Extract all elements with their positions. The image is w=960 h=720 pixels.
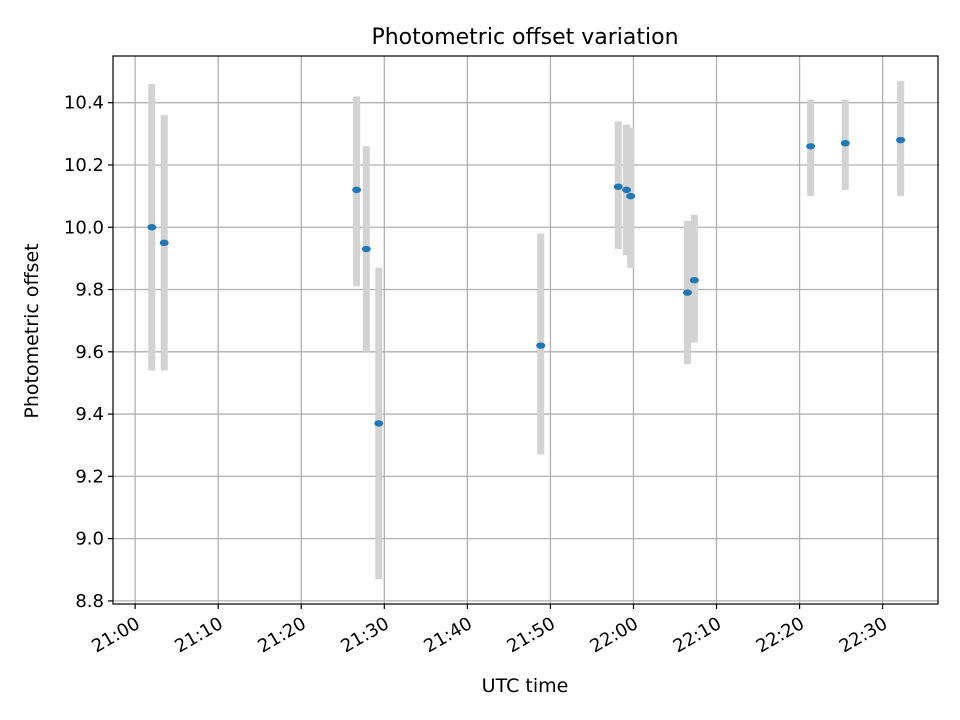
- data-point: [806, 143, 816, 150]
- y-tick-label: 10.4: [64, 93, 104, 114]
- data-point: [896, 136, 906, 144]
- chart-title: Photometric offset variation: [371, 25, 678, 50]
- y-tick-label: 9.0: [75, 529, 104, 550]
- data-point: [689, 276, 699, 284]
- y-tick-label: 9.4: [75, 404, 104, 425]
- data-point: [374, 420, 384, 427]
- data-point: [536, 342, 546, 349]
- data-point: [613, 183, 623, 190]
- y-tick-label: 10.2: [64, 155, 104, 176]
- x-axis-label: UTC time: [482, 675, 569, 697]
- data-point: [361, 245, 371, 253]
- y-tick-label: 10.0: [64, 217, 104, 238]
- data-point: [159, 239, 169, 247]
- data-point: [622, 186, 632, 194]
- data-points: [147, 136, 906, 427]
- y-tick-label: 9.6: [75, 342, 104, 363]
- data-point: [147, 224, 157, 231]
- y-tick-label: 9.2: [75, 466, 104, 487]
- data-point: [682, 289, 692, 296]
- data-point: [626, 192, 636, 200]
- y-axis-ticks: 8.8 9.0 9.2 9.4 9.6 9.8 10.0 10.2 10.4: [64, 93, 113, 612]
- y-tick-label: 9.8: [75, 280, 104, 301]
- y-axis-label: Photometric offset: [21, 243, 43, 418]
- data-point: [840, 139, 850, 147]
- y-tick-label: 8.8: [75, 591, 104, 612]
- data-point: [352, 186, 362, 194]
- plot-area-frame: [112, 55, 939, 605]
- grid: [113, 56, 938, 604]
